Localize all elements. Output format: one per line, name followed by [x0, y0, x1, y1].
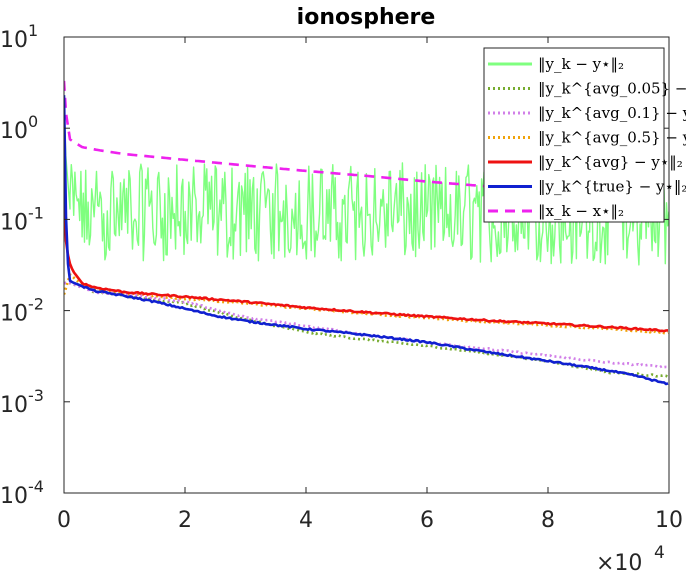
y-axis: 10-4 10-3 10-2 10-1 100 101 [0, 21, 669, 509]
legend-box [483, 47, 665, 223]
legend: ‖y_k − y⋆‖₂ ‖y_k^{avg_0.05} − y⋆‖₂ ‖y_k^{a… [483, 47, 686, 223]
plot-frame [63, 36, 670, 494]
y-tick-label: 10-4 [0, 477, 44, 509]
legend-entry: ‖y_k^{avg} − y⋆‖₂ [538, 153, 683, 171]
x-tick-label: 10 [655, 508, 683, 533]
x-tick-label: 0 [57, 508, 71, 533]
legend-entry: ‖x_k − x⋆‖₂ [538, 202, 624, 220]
legend-entry: ‖y_k^{avg_0.1} − y⋆‖₂ [538, 104, 686, 122]
series-line-y-avg [64, 175, 669, 333]
x-tick-label: 4 [299, 508, 313, 533]
y-tick-label: 101 [0, 21, 38, 53]
series-line-y-k [64, 100, 669, 266]
y-tick-label: 10-1 [0, 203, 44, 235]
x-multiplier-exponent: 4 [654, 543, 665, 563]
chart-title: ionosphere [297, 5, 436, 30]
legend-entry: ‖y_k^{avg_0.5} − y⋆‖₂ [538, 129, 686, 147]
y-tick-label: 10-3 [0, 386, 44, 418]
x-tick-label: 6 [420, 508, 434, 533]
series-line-y-avg-0-1 [64, 281, 669, 369]
legend-entry: ‖y_k^{avg_0.05} − y⋆‖₂ [538, 80, 686, 98]
x-multiplier-base: ×10 [596, 551, 642, 574]
x-tick-label: 8 [541, 508, 555, 533]
y-tick-label: 100 [0, 112, 38, 144]
y-tick-label: 10-2 [0, 295, 44, 327]
legend-entry: ‖y_k^{true} − y⋆‖₂ [538, 178, 686, 196]
series-line-y-avg-0-5 [64, 273, 669, 335]
series-line-y-true [64, 95, 669, 386]
series-layer [64, 80, 669, 386]
x-multiplier: ×10 4 [596, 543, 665, 574]
series-line-x-k [64, 80, 669, 205]
x-tick-label: 2 [178, 508, 192, 533]
x-axis: 0 2 4 6 8 10 [57, 37, 683, 533]
legend-entry: ‖y_k − y⋆‖₂ [538, 55, 624, 73]
